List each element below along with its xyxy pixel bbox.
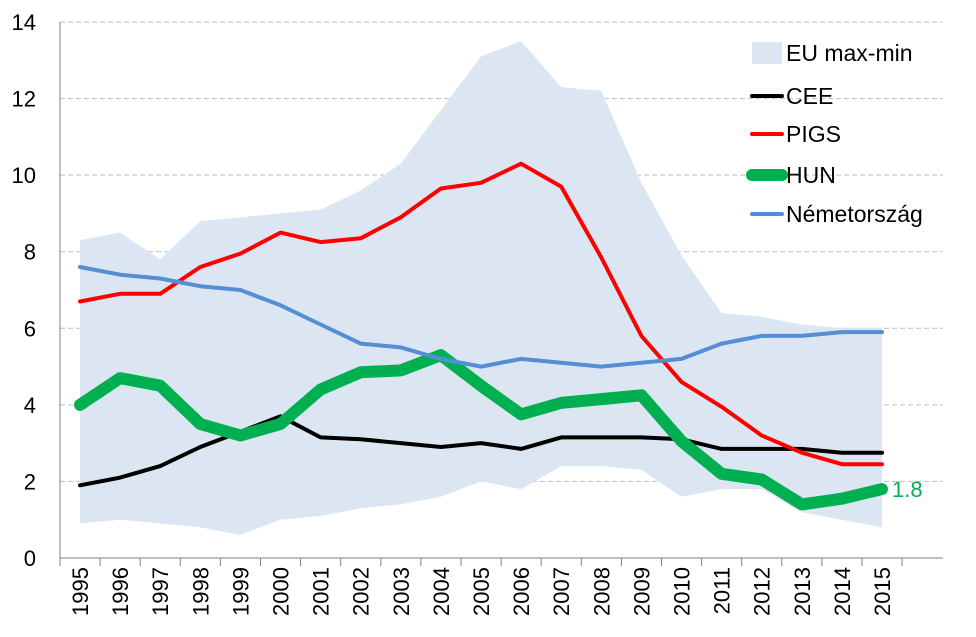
y-tick-label-4: 4: [24, 393, 36, 418]
x-tick-label-2001: 2001: [309, 567, 334, 616]
eu-band-layer: [80, 41, 882, 535]
x-tick-label-2014: 2014: [830, 567, 855, 616]
x-tick-label-2007: 2007: [549, 567, 574, 616]
eu-max-min-band: [80, 41, 882, 535]
legend-label-cee: CEE: [786, 83, 833, 109]
legend-label-pigs: PIGS: [786, 121, 841, 147]
x-tick-label-2010: 2010: [670, 567, 695, 616]
x-tick-label-1995: 1995: [68, 567, 93, 616]
axes: 0 2 4 6 8 10 12 14 1995 1996 1997 1998 1999 2000 2001 2…: [12, 10, 943, 616]
series-lines: [74, 161, 888, 511]
legend-label-hun: HUN: [786, 162, 836, 188]
x-tick-label-2015: 2015: [870, 567, 895, 616]
series-line-cee: [78, 414, 884, 488]
legend-swatch-eu-max-min: [752, 42, 782, 64]
x-tick-label-2005: 2005: [469, 567, 494, 616]
x-tick-label-1999: 1999: [228, 567, 253, 616]
y-tick-label-2: 2: [24, 469, 36, 494]
legend: EU max-min CEE PIGS HUN Németország: [746, 40, 923, 227]
x-tick-label-2002: 2002: [349, 567, 374, 616]
y-tick-label-6: 6: [24, 316, 36, 341]
y-tick-label-14: 14: [12, 10, 36, 35]
annotations: 1.8: [892, 477, 923, 502]
x-tick-label-2012: 2012: [750, 567, 775, 616]
y-tick-label-8: 8: [24, 240, 36, 265]
series-line-pigs: [78, 161, 884, 467]
series-line-hun: [74, 349, 888, 511]
legend-label-németország: Németország: [786, 201, 923, 227]
x-tick-label-2008: 2008: [589, 567, 614, 616]
x-tick-label-2003: 2003: [389, 567, 414, 616]
x-tick-label-1998: 1998: [188, 567, 213, 616]
x-tick-label-2011: 2011: [710, 567, 735, 614]
x-tick-label-2006: 2006: [509, 567, 534, 616]
y-tick-label-12: 12: [12, 87, 36, 112]
x-tick-label-2009: 2009: [629, 567, 654, 616]
x-tick-label-1997: 1997: [148, 567, 173, 616]
y-tick-label-0: 0: [24, 546, 36, 571]
y-tick-label-10: 10: [12, 163, 36, 188]
x-tick-label-2000: 2000: [269, 567, 294, 616]
data-label-hun-2015: 1.8: [892, 477, 923, 502]
legend-label-eu-max-min: EU max-min: [786, 40, 913, 66]
x-tick-label-2004: 2004: [429, 567, 454, 616]
x-tick-label-1996: 1996: [108, 567, 133, 616]
x-tick-label-2013: 2013: [790, 567, 815, 616]
series-line-németország: [78, 265, 884, 369]
